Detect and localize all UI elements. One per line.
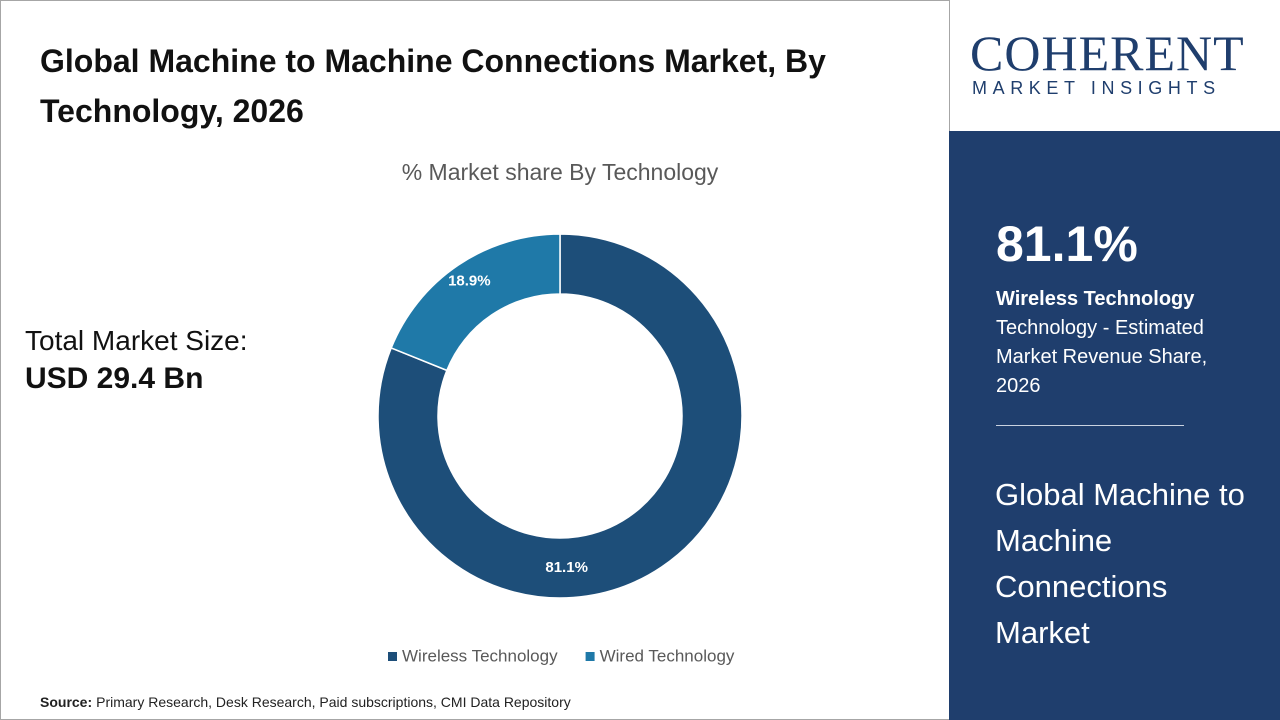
logo-panel <box>949 0 1280 131</box>
data-label: 81.1% <box>545 559 588 576</box>
source-label: Source: <box>40 694 93 710</box>
logo-name: COHERENT <box>970 25 1245 81</box>
data-label: 18.9% <box>448 273 491 290</box>
legend-label: Wired Technology <box>600 646 735 665</box>
legend-label: Wireless Technology <box>402 646 558 665</box>
page-title: Global Machine to Machine Connections Ma… <box>40 43 826 129</box>
divider <box>996 425 1184 426</box>
legend-swatch <box>585 652 595 661</box>
logo-tagline: MARKET INSIGHTS <box>972 78 1221 98</box>
highlight-description: Technology - Estimated Market Revenue Sh… <box>996 317 1208 397</box>
legend-swatch <box>388 652 397 661</box>
market-name: Global Machine to Machine Connections Ma… <box>995 477 1245 650</box>
market-size-label: Total Market Size: <box>25 325 248 356</box>
chart: % Market share By Technology 81.1% 18.9% W… <box>377 159 743 665</box>
highlight-value: 81.1% <box>996 216 1138 272</box>
donut-slice <box>377 233 743 599</box>
chart-title: % Market share By Technology <box>402 159 719 185</box>
source-text: Primary Research, Desk Research, Paid su… <box>96 694 571 710</box>
market-size-value: USD 29.4 Bn <box>25 362 204 395</box>
donut-slice <box>390 233 561 372</box>
source: Source: Primary Research, Desk Research, … <box>40 694 571 710</box>
highlight-segment: Wireless Technology <box>996 288 1195 310</box>
